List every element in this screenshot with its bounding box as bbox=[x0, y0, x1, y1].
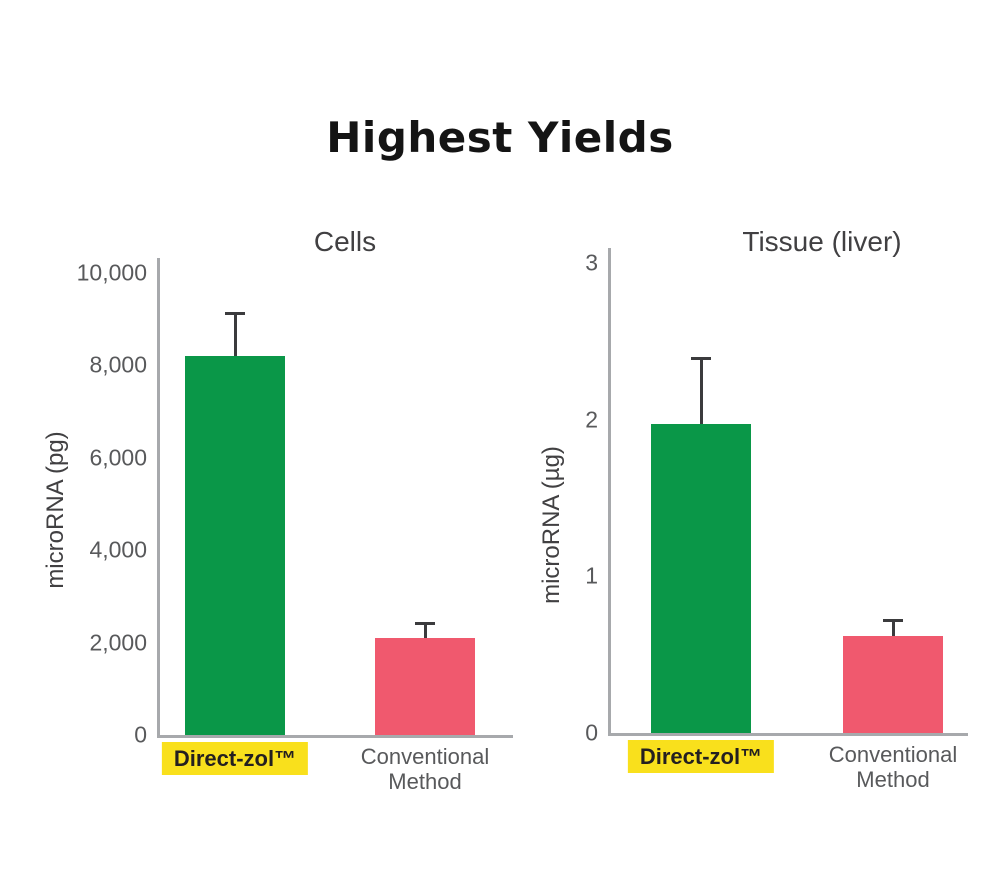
y-tick-label: 1 bbox=[585, 562, 598, 589]
y-tick-label: 2 bbox=[585, 406, 598, 433]
y-tick-label: 4,000 bbox=[89, 536, 147, 563]
error-bar bbox=[691, 357, 711, 425]
y-tick-label: 3 bbox=[585, 249, 598, 276]
y-tick-label: 10,000 bbox=[76, 259, 147, 286]
conventional-method-bar bbox=[843, 635, 943, 733]
conventional-method-category-label: Conventional Method bbox=[828, 742, 958, 793]
cells-chart-title: Cells bbox=[313, 226, 377, 258]
tissue-y-axis-label: microRNA (µg) bbox=[538, 446, 565, 604]
y-tick-label: 8,000 bbox=[89, 351, 147, 378]
direct-zol-bar bbox=[185, 356, 285, 735]
error-bar bbox=[883, 618, 903, 636]
error-bar bbox=[415, 621, 435, 638]
tissue-chart-title: Tissue (liver) bbox=[742, 226, 902, 258]
cells-y-axis-label: microRNA (pg) bbox=[42, 431, 69, 589]
cells-plot-area: 10,000 8,000 6,000 4,000 2,000 0 Direct-zol™ Co… bbox=[77, 258, 513, 794]
y-tick-label: 0 bbox=[134, 721, 147, 748]
direct-zol-bar bbox=[651, 424, 751, 733]
y-tick-label: 2,000 bbox=[89, 629, 147, 656]
direct-zol-category-label: Direct-zol™ bbox=[627, 740, 775, 774]
figure-title: Highest Yields bbox=[326, 113, 674, 163]
y-tick-label: 6,000 bbox=[89, 444, 147, 471]
conventional-method-bar bbox=[375, 637, 475, 735]
direct-zol-category-label: Direct-zol™ bbox=[161, 742, 309, 776]
y-tick-label: 0 bbox=[585, 719, 598, 746]
error-bar bbox=[225, 312, 245, 357]
tissue-plot-area: 3 2 1 0 Direct-zol™ Conventional Method bbox=[585, 248, 968, 792]
conventional-method-category-label: Conventional Method bbox=[360, 744, 490, 795]
